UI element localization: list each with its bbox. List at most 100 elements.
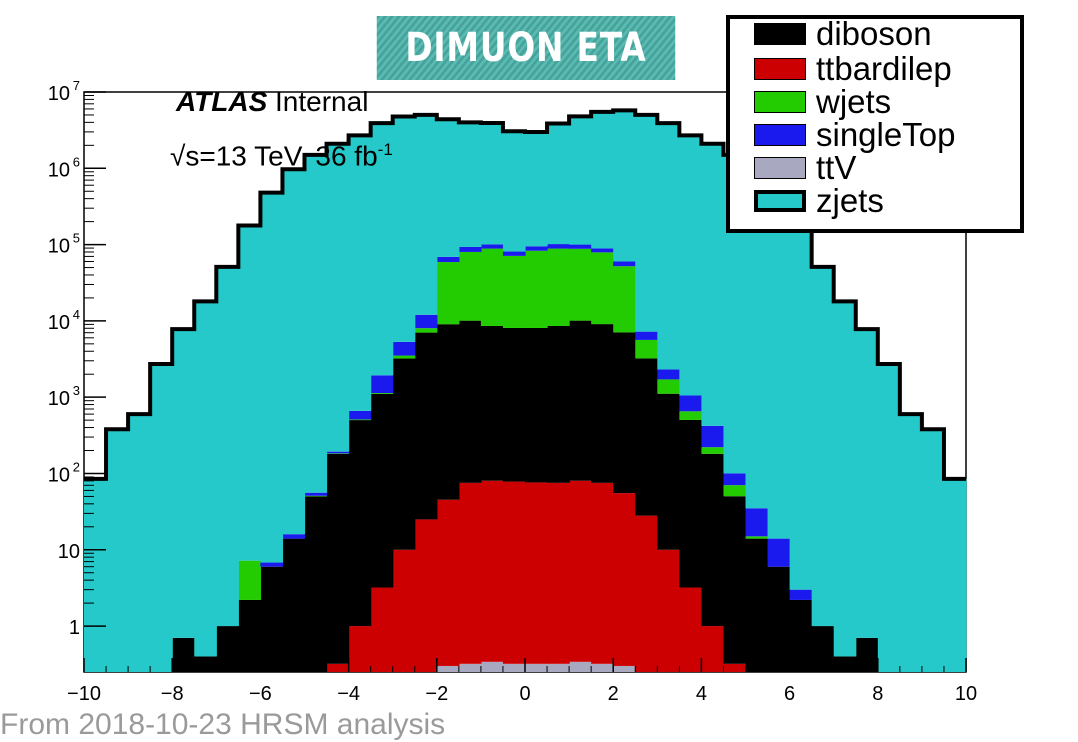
bar-diboson-25 xyxy=(635,358,658,516)
energy-lumi-label: √s=13 TeV, 36 fb-1 xyxy=(170,140,393,172)
bar-ttv-18 xyxy=(480,661,504,672)
bar-zjets-26 xyxy=(657,123,680,370)
bar-zjets-10 xyxy=(304,154,328,493)
bar-singletop-23 xyxy=(591,248,614,253)
bar-singletop-19 xyxy=(502,251,526,256)
bar-zjets-31 xyxy=(767,192,791,539)
y-tick-label: 10 xyxy=(48,83,70,105)
legend-swatch xyxy=(754,22,806,45)
bar-zjets-13 xyxy=(370,123,394,376)
y-tick-exponent: 4 xyxy=(73,307,80,322)
bar-wjets-17 xyxy=(458,251,482,321)
bar-ttbardilep-19 xyxy=(502,481,526,664)
legend-entry-ttv: ttV xyxy=(754,151,856,184)
bar-singletop-24 xyxy=(613,261,636,267)
bar-diboson-35 xyxy=(855,637,879,672)
bar-ttbardilep-27 xyxy=(679,587,702,672)
y-tick-label: 10 xyxy=(48,312,70,334)
bar-diboson-34 xyxy=(833,656,857,672)
bar-zjets-36 xyxy=(877,364,901,672)
bar-diboson-31 xyxy=(767,566,791,672)
bar-singletop-32 xyxy=(789,589,813,600)
bar-zjets-4 xyxy=(172,329,195,638)
x-tick-label: −4 xyxy=(337,683,360,705)
bar-ttbardilep-22 xyxy=(569,480,592,662)
bar-zjets-34 xyxy=(833,301,857,657)
bar-ttbardilep-23 xyxy=(591,482,614,664)
bar-zjets-9 xyxy=(282,169,306,535)
bar-wjets-15 xyxy=(414,328,438,333)
y-tick-exponent: 2 xyxy=(73,459,80,474)
x-tick-label: 10 xyxy=(955,683,977,705)
bar-diboson-11 xyxy=(326,453,350,664)
bar-singletop-28 xyxy=(701,425,725,448)
y-tick-label: 10 xyxy=(48,388,70,410)
bar-zjets-20 xyxy=(525,132,548,247)
bar-zjets-25 xyxy=(635,114,658,332)
y-tick-label: 10 xyxy=(48,464,70,486)
legend-label: ttV xyxy=(816,149,857,186)
x-tick-label: 0 xyxy=(519,683,530,705)
bar-wjets-10 xyxy=(304,495,328,497)
atlas-internal-text: Internal xyxy=(267,86,369,117)
bar-ttbardilep-17 xyxy=(458,482,482,664)
bar-zjets-17 xyxy=(458,122,482,247)
bar-wjets-21 xyxy=(547,248,570,326)
bar-ttbardilep-11 xyxy=(326,663,350,672)
bar-ttbardilep-28 xyxy=(701,626,725,672)
bar-zjets-30 xyxy=(745,169,769,509)
bar-zjets-37 xyxy=(899,414,923,672)
legend-entry-diboson: diboson xyxy=(754,15,932,52)
bar-diboson-23 xyxy=(591,324,614,483)
bar-ttbardilep-26 xyxy=(657,549,680,672)
legend-label: zjets xyxy=(816,182,884,219)
x-tick-label: −6 xyxy=(249,683,272,705)
x-tick-label: 8 xyxy=(872,683,883,705)
bar-wjets-29 xyxy=(723,485,747,497)
atlas-bold-text: ATLAS xyxy=(176,86,268,117)
bar-ttv-22 xyxy=(569,661,592,672)
bar-singletop-22 xyxy=(569,244,592,249)
legend-swatch xyxy=(754,189,806,212)
bar-singletop-16 xyxy=(436,256,460,263)
bar-wjets-7 xyxy=(238,560,261,600)
bar-singletop-31 xyxy=(767,538,791,567)
y-tick-label: 10 xyxy=(48,236,70,258)
bar-zjets-23 xyxy=(591,111,614,249)
bar-diboson-19 xyxy=(502,327,526,482)
bar-diboson-7 xyxy=(238,599,261,672)
bar-singletop-11 xyxy=(326,451,350,454)
bar-ttv-17 xyxy=(458,663,482,672)
bar-zjets-35 xyxy=(855,329,879,638)
bar-diboson-12 xyxy=(348,420,372,627)
bar-wjets-24 xyxy=(613,266,636,333)
bar-ttbardilep-25 xyxy=(635,515,658,672)
bar-wjets-14 xyxy=(392,355,416,359)
bar-ttbardilep-15 xyxy=(414,519,438,672)
bar-ttbardilep-18 xyxy=(480,480,504,662)
bar-zjets-2 xyxy=(128,414,151,672)
lumi-exponent: -1 xyxy=(377,140,393,159)
bar-singletop-18 xyxy=(480,244,504,249)
bar-ttv-20 xyxy=(525,663,548,672)
bar-zjets-7 xyxy=(238,225,261,561)
x-tick-label: 4 xyxy=(696,683,707,705)
bar-singletop-15 xyxy=(414,314,438,329)
bar-wjets-25 xyxy=(635,339,658,359)
y-tick-exponent: 7 xyxy=(73,78,80,93)
legend-label: diboson xyxy=(816,15,932,52)
legend-label: ttbardilep xyxy=(816,50,952,87)
bar-zjets-27 xyxy=(679,135,702,396)
bar-zjets-24 xyxy=(613,110,636,262)
bar-ttbardilep-12 xyxy=(348,626,372,672)
bar-singletop-8 xyxy=(260,562,284,567)
legend-entry-singletop: singleTop xyxy=(754,118,955,151)
bar-zjets-33 xyxy=(811,266,835,627)
bar-singletop-30 xyxy=(745,508,769,537)
bar-diboson-33 xyxy=(811,626,835,672)
bar-singletop-9 xyxy=(282,534,306,539)
bar-ttbardilep-24 xyxy=(613,493,636,666)
bar-singletop-17 xyxy=(458,246,482,252)
bar-ttv-23 xyxy=(591,663,614,672)
legend-swatch xyxy=(754,90,806,113)
